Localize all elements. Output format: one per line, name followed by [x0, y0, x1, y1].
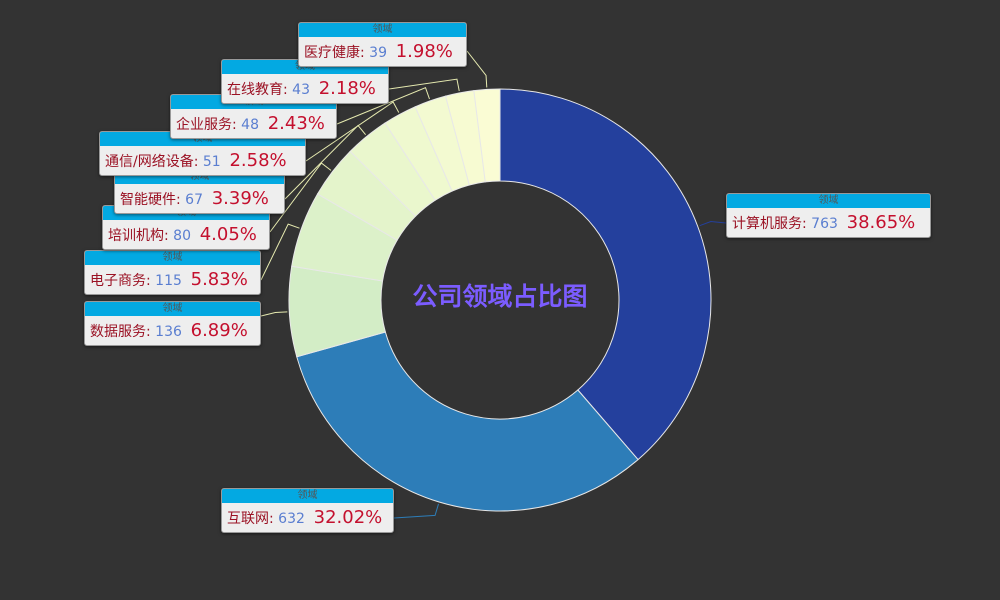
chart-title: 公司领域占比图: [412, 282, 588, 311]
label-value: 48: [241, 117, 259, 133]
label-percent: 2.43%: [262, 113, 325, 134]
label-percent: 4.05%: [194, 224, 257, 245]
label-category: 企业服务:: [176, 117, 242, 133]
slice-label-2: 领域 数据服务: 136 6.89%: [84, 301, 261, 346]
label-value: 136: [155, 324, 182, 340]
label-value: 632: [278, 511, 305, 527]
label-body: 计算机服务: 763 38.65%: [727, 208, 930, 237]
label-percent: 3.39%: [206, 188, 269, 209]
label-percent: 1.98%: [390, 41, 453, 62]
label-category: 培训机构:: [108, 228, 174, 244]
leader-line-0: [699, 220, 727, 227]
label-body: 数据服务: 136 6.89%: [85, 316, 260, 345]
label-series-name: 领域: [85, 251, 260, 265]
leader-line-2: [260, 311, 288, 317]
label-category: 数据服务:: [90, 324, 156, 340]
label-category: 计算机服务:: [732, 216, 812, 232]
label-series-name: 领域: [222, 489, 393, 503]
label-value: 763: [811, 216, 838, 232]
slice-0[interactable]: [499, 88, 712, 461]
label-body: 互联网: 632 32.02%: [222, 503, 393, 532]
label-percent: 38.65%: [840, 212, 916, 233]
label-value: 43: [292, 82, 310, 98]
label-value: 67: [185, 192, 203, 208]
label-body: 医疗健康: 39 1.98%: [299, 37, 466, 66]
label-body: 培训机构: 80 4.05%: [103, 220, 269, 249]
leader-line-7: [336, 87, 430, 125]
label-percent: 32.02%: [307, 507, 383, 528]
leader-line-4: [269, 162, 332, 233]
label-value: 80: [173, 228, 191, 244]
label-value: 39: [369, 45, 387, 61]
label-body: 电子商务: 115 5.83%: [85, 265, 260, 294]
label-percent: 2.58%: [223, 150, 287, 171]
label-category: 在线教育:: [227, 82, 293, 98]
label-series-name: 领域: [727, 194, 930, 208]
leader-line-8: [388, 78, 460, 92]
slice-label-0: 领域 计算机服务: 763 38.65%: [726, 193, 931, 238]
label-percent: 5.83%: [184, 269, 248, 290]
label-value: 51: [202, 154, 221, 170]
leader-line-6: [305, 101, 400, 162]
label-percent: 6.89%: [184, 320, 248, 341]
label-body: 通信/网络设备: 51 2.58%: [100, 146, 305, 175]
slice-9[interactable]: [473, 88, 501, 183]
leader-line-1: [393, 503, 439, 519]
slice-label-1: 领域 互联网: 632 32.02%: [221, 488, 394, 533]
slice-label-5: 领域 智能硬件: 67 3.39%: [114, 169, 285, 214]
label-series-name: 领域: [299, 23, 466, 37]
label-body: 在线教育: 43 2.18%: [222, 74, 388, 103]
label-body: 智能硬件: 67 3.39%: [115, 184, 284, 213]
label-category: 医疗健康:: [304, 45, 370, 61]
label-category: 互联网:: [227, 511, 279, 527]
leader-line-9: [466, 50, 488, 88]
label-category: 智能硬件:: [120, 192, 186, 208]
label-category: 电子商务:: [90, 273, 156, 289]
leader-line-3: [260, 223, 300, 281]
label-percent: 2.18%: [313, 78, 376, 99]
label-value: 115: [155, 273, 182, 289]
label-category: 通信/网络设备:: [105, 154, 203, 170]
slice-label-9: 领域 医疗健康: 39 1.98%: [298, 22, 467, 67]
slice-label-3: 领域 电子商务: 115 5.83%: [84, 250, 261, 295]
slice-1[interactable]: [296, 331, 639, 512]
label-series-name: 领域: [85, 302, 260, 316]
label-body: 企业服务: 48 2.43%: [171, 109, 336, 138]
